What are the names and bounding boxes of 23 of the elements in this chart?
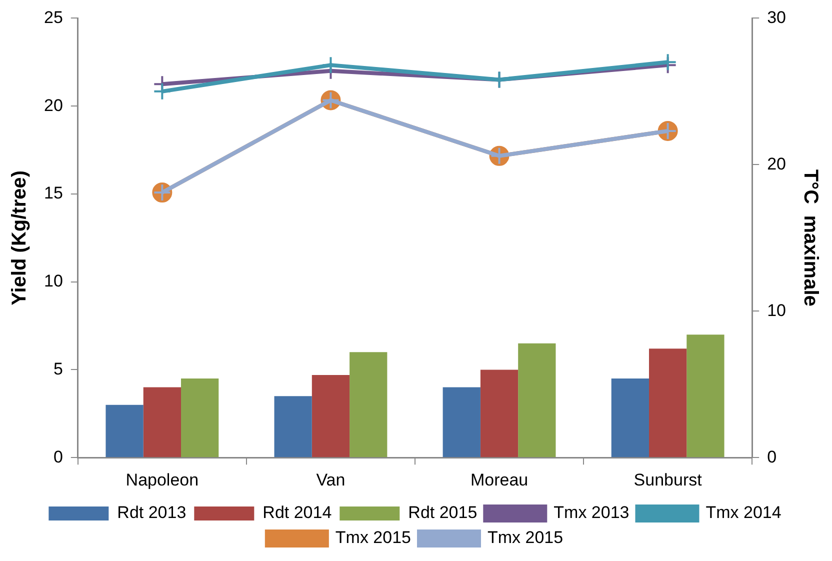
y2-tick-label: 30 — [767, 8, 786, 27]
legend-label: Rdt 2015 — [408, 503, 478, 522]
y2-tick-label: 10 — [767, 300, 786, 320]
legend-label: Tmx 2014 — [706, 503, 782, 522]
y2-axis-title: T°C maximale — [799, 169, 822, 306]
legend-label: Tmx 2015 — [488, 528, 564, 548]
y-tick-label: 20 — [44, 96, 63, 115]
x-tick-label: Van — [316, 470, 346, 490]
y-tick-label: 15 — [44, 184, 63, 203]
y2-tick-label: 20 — [767, 154, 786, 174]
y2-tick-label: 0 — [767, 447, 777, 466]
x-tick-label: Sunburst — [634, 470, 702, 490]
y-tick-label: 25 — [44, 8, 63, 27]
y-tick-label: 5 — [53, 359, 63, 378]
y-tick-label: 10 — [44, 272, 63, 291]
legend-label: Tmx 2013 — [554, 503, 630, 522]
x-tick-label: Moreau — [470, 470, 528, 490]
legend-label: Rdt 2013 — [117, 503, 186, 522]
x-tick-label: Napoleon — [126, 470, 199, 490]
y-tick-label: 0 — [53, 447, 63, 466]
legend-label: Rdt 2014 — [262, 503, 332, 522]
legend-label: Tmx 2015 — [335, 528, 412, 548]
y-axis-title: Yield (Kg/tree) — [8, 170, 31, 306]
